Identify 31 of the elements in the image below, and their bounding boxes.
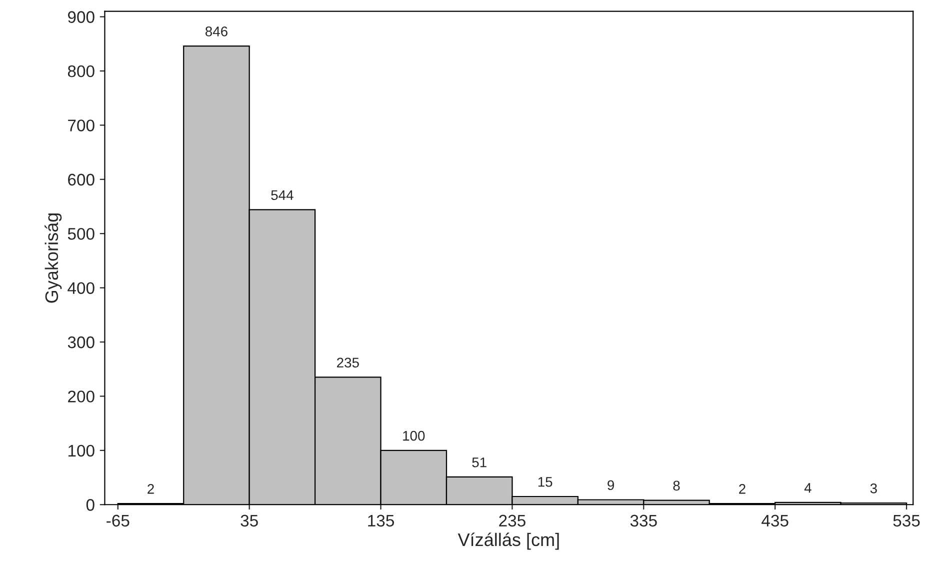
x-axis-title: Vízállás [cm] [458, 532, 559, 550]
data-label: 9 [608, 480, 614, 490]
y-tick-label: 600 [68, 174, 94, 186]
data-label: 4 [804, 483, 812, 493]
y-axis-title: Gyakoriság [44, 213, 62, 303]
x-tick-label: 435 [762, 514, 788, 527]
y-tick-label: 0 [86, 499, 94, 511]
data-label: 235 [337, 358, 359, 368]
y-tick-label: 700 [68, 120, 94, 132]
y-tick-label: 900 [68, 11, 94, 23]
data-label: 2 [148, 484, 154, 494]
data-label: 100 [403, 430, 425, 441]
y-tick-label: 200 [68, 390, 94, 402]
x-tick-label: 135 [368, 514, 394, 527]
x-tick-label: 335 [630, 514, 657, 527]
y-tick-label: 100 [68, 444, 94, 457]
data-label: 846 [205, 26, 228, 36]
y-tick-label: 800 [68, 65, 94, 78]
data-label: 51 [472, 458, 486, 468]
data-label: 8 [673, 480, 680, 491]
x-tick-label: 35 [240, 514, 258, 527]
x-tick-label: 235 [499, 514, 526, 527]
x-tick-label: -65 [106, 514, 130, 527]
x-tick-label: 535 [893, 514, 920, 527]
data-label: 15 [538, 477, 552, 487]
data-label: 3 [870, 483, 877, 494]
y-tick-label: 500 [68, 228, 94, 240]
y-tick-label: 400 [68, 282, 94, 294]
y-tick-label: 300 [68, 336, 94, 348]
data-label: 2 [739, 484, 746, 494]
data-label: 544 [271, 190, 294, 200]
